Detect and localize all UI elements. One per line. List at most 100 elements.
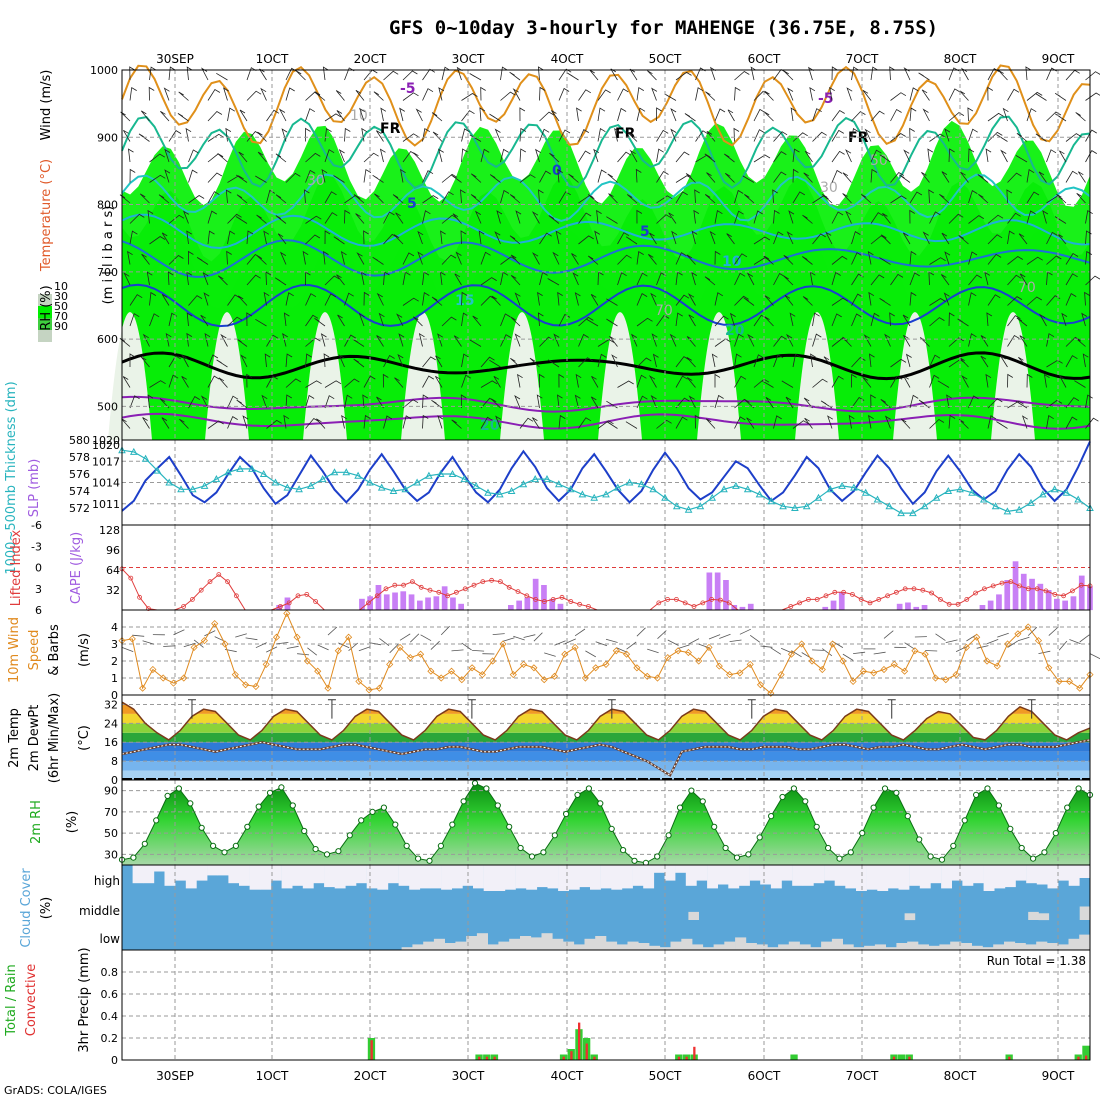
wind-barb [164, 169, 171, 183]
wind-barb [168, 66, 176, 81]
contour-label: 20 [480, 418, 500, 434]
wind-barb [1046, 399, 1063, 409]
cloud-bar-low [960, 943, 972, 950]
cape-bar [913, 606, 920, 610]
wind-barb [1019, 335, 1028, 347]
lifted-index-point [674, 597, 679, 602]
wind-barb [519, 127, 527, 142]
rh-legend-label: 10 [54, 280, 68, 293]
wind-barb [1075, 337, 1086, 347]
wind-barb [960, 171, 969, 183]
wind-barb [402, 297, 419, 306]
wind-barb [747, 333, 755, 347]
wind-barb [851, 66, 859, 81]
wind-barb [980, 335, 989, 347]
wind-speed-point [159, 674, 167, 682]
cloud-bar-low [778, 944, 790, 950]
cloud-bar-low [702, 947, 714, 950]
wind-barb [146, 271, 153, 286]
wind-barb [694, 189, 700, 204]
rh-point [825, 844, 832, 852]
thickness-point [743, 485, 752, 493]
rh-point [836, 855, 843, 862]
wind-barb [987, 415, 997, 429]
temp-whisker [467, 699, 476, 719]
cloud-bar-low [498, 941, 510, 950]
wind-barb [650, 292, 657, 306]
cloud-bar-low [401, 947, 413, 950]
wind-barb [470, 194, 482, 204]
axis-label-wind-barbs: & Barbs [47, 624, 62, 676]
wind-barb [539, 271, 548, 286]
wind-barb [480, 251, 491, 265]
wind-barb [789, 312, 796, 327]
wind-barb [968, 274, 983, 286]
wind-barb [496, 210, 503, 224]
axis-label-temp-unit: (°C) [77, 725, 92, 751]
wind-barb [376, 130, 384, 142]
wind-barb [968, 251, 978, 265]
wind-barb [1015, 400, 1028, 409]
wind-barb [616, 647, 628, 653]
cloud-bar-low [433, 938, 445, 950]
wind-barb [948, 148, 955, 163]
contour-label: 5 [640, 224, 650, 240]
cloud-bar-high [951, 865, 963, 881]
wind-barb [186, 332, 193, 347]
cloud-bar-high [175, 865, 187, 881]
wind-barb [1035, 93, 1047, 101]
lifted-index-point [1034, 586, 1040, 592]
wind-barb [704, 276, 716, 286]
wind-barb [510, 357, 521, 368]
precip-convective-bar [1077, 1056, 1080, 1060]
cloud-bar-high [483, 865, 495, 891]
wind-barb [574, 292, 581, 306]
thickness-point [389, 486, 398, 494]
wind-barb [714, 210, 723, 224]
wind-barb [305, 152, 321, 163]
lifted-index-point [497, 579, 503, 585]
wind-speed-point [942, 676, 950, 684]
wind-barb [890, 171, 905, 183]
wind-barb [1017, 636, 1030, 642]
wind-barb [1007, 400, 1024, 409]
thickness-point [1003, 507, 1012, 515]
wind-speed-point [1004, 640, 1012, 648]
wind-barb [606, 421, 618, 429]
lifted-index-point [656, 600, 662, 606]
rh-dry-spike [598, 312, 642, 440]
rh-point [597, 800, 604, 807]
wind-barb [820, 400, 833, 409]
wind-barb [392, 194, 404, 204]
wind-barb [544, 652, 556, 657]
wind-barb [1079, 634, 1090, 643]
cloud-bar-low [896, 943, 908, 950]
wind-tick: 0 [111, 689, 118, 702]
rh-point [403, 842, 410, 850]
wind-barb [812, 233, 826, 245]
wind-barb [611, 354, 618, 368]
wind-barb [305, 417, 320, 429]
cape-bar [441, 586, 448, 611]
wind-barb [574, 394, 581, 409]
axis-label-slp: SLP (mb) [27, 459, 42, 518]
wind-barb [578, 316, 594, 327]
cloud-bar-low [842, 944, 854, 950]
wind-barb [396, 313, 404, 327]
rh-dry-spike [401, 312, 445, 440]
wind-barb [305, 380, 322, 388]
wind-barb [168, 130, 182, 142]
wind-barb [636, 374, 647, 388]
wind-barb [372, 256, 384, 265]
wind-barb [558, 373, 565, 388]
wind-barb [380, 107, 387, 122]
wind-barb [705, 91, 716, 101]
wind-barb [536, 394, 543, 409]
wind-barb [831, 297, 849, 306]
rh-point [620, 847, 627, 854]
temp-band [122, 713, 1090, 724]
wind-barb [1018, 356, 1028, 368]
wind-barb [274, 277, 287, 286]
wind-barb [753, 210, 763, 224]
